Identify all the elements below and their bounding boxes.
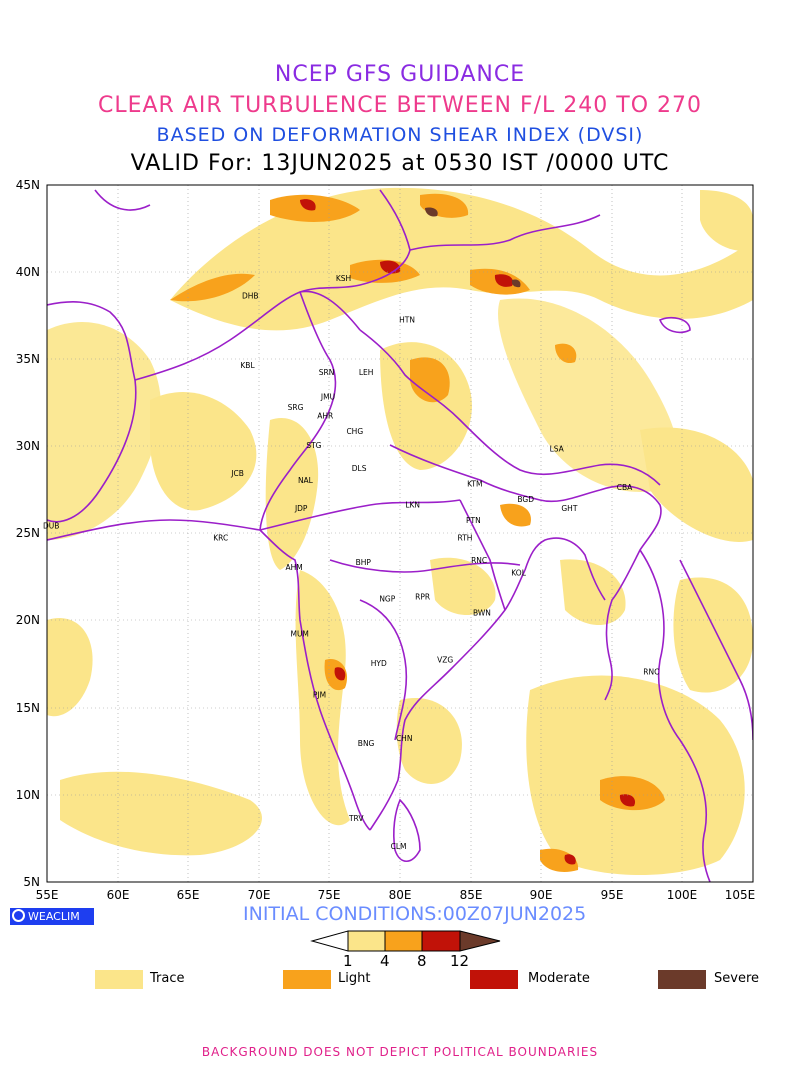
station-label-ptn: PTN [466, 516, 481, 525]
lon-label-80e: 80E [389, 888, 412, 902]
weaclim-logo: WEACLIM [10, 908, 94, 925]
lon-label-100e: 100E [667, 888, 698, 902]
colorbar-segment-moderate [421, 930, 461, 952]
latitude-labels: 45N 40N 35N 30N 25N 20N 15N 10N 5N [16, 178, 40, 889]
colorbar-segment-severe [459, 930, 501, 952]
station-label-ahm: AHM [285, 563, 302, 572]
lon-label-75e: 75E [318, 888, 341, 902]
station-label-ngp: NGP [379, 595, 395, 604]
station-label-kbl: KBL [240, 361, 255, 370]
title-valid-time: VALID For: 13JUN2025 at 0530 IST /0000 U… [130, 151, 670, 176]
lon-label-60e: 60E [107, 888, 130, 902]
station-label-rpr: RPR [415, 593, 430, 602]
station-label-srn: SRN [319, 368, 335, 377]
legend-swatch-moderate [470, 970, 518, 989]
station-label-lkn: LKN [405, 500, 420, 509]
lat-label-10n: 10N [16, 788, 40, 802]
station-label-hyd: HYD [371, 659, 387, 668]
station-label-leh: LEH [359, 368, 374, 377]
turbulence-shading [47, 187, 753, 875]
longitude-labels: 55E 60E 65E 70E 75E 80E 85E 90E 95E 100E… [36, 888, 756, 902]
legend-swatch-severe [658, 970, 706, 989]
legend-label-moderate: Moderate [528, 971, 590, 986]
station-label-htn: HTN [399, 316, 415, 325]
station-label-lsa: LSA [550, 445, 565, 454]
station-label-cba: CBA [617, 483, 633, 492]
station-label-clm: CLM [391, 842, 407, 851]
lat-label-35n: 35N [16, 352, 40, 366]
lon-label-95e: 95E [601, 888, 624, 902]
colorbar-segment-trace [347, 930, 386, 952]
lon-label-90e: 90E [530, 888, 553, 902]
station-label-bwn: BWN [473, 608, 491, 617]
station-label-rnc: RNC [471, 556, 487, 565]
legend-swatch-light [283, 970, 331, 989]
station-label-jcb: JCB [230, 469, 244, 478]
lat-label-40n: 40N [16, 265, 40, 279]
disclaimer: BACKGROUND DOES NOT DEPICT POLITICAL BOU… [201, 1045, 599, 1059]
station-label-bgd: BGD [517, 495, 534, 504]
lon-label-70e: 70E [248, 888, 271, 902]
lat-label-30n: 30N [16, 439, 40, 453]
station-label-jmu: JMU [320, 392, 335, 401]
station-label-dhb: DHB [242, 291, 259, 300]
lat-label-25n: 25N [16, 526, 40, 540]
station-label-ght: GHT [561, 504, 577, 513]
station-label-mum: MUM [290, 629, 308, 638]
legend-label-light: Light [338, 971, 371, 986]
lat-label-20n: 20N [16, 613, 40, 627]
station-label-dub: DUB [43, 521, 59, 530]
station-label-chg: CHG [346, 427, 363, 436]
colorbar-tick-1: 1 [343, 952, 353, 970]
station-label-dls: DLS [352, 464, 367, 473]
logo-circle-icon [12, 909, 25, 922]
station-label-srg: SRG [288, 403, 304, 412]
station-label-trv: TRV [348, 814, 364, 823]
colorbar-segment-light [384, 930, 423, 952]
colorbar-tick-12: 12 [450, 952, 470, 970]
boundary-lines [47, 189, 753, 882]
station-label-kol: KOL [511, 568, 526, 577]
title-product: CLEAR AIR TURBULENCE BETWEEN F/L 240 TO … [97, 93, 703, 118]
lon-label-55e: 55E [36, 888, 59, 902]
station-label-jdp: JDP [294, 504, 308, 513]
station-label-ktm: KTM [467, 480, 482, 489]
colorbar [310, 930, 501, 952]
title-model: NCEP GFS GUIDANCE [274, 62, 526, 87]
station-label-krc: KRC [213, 534, 228, 543]
logo-text: WEACLIM [28, 910, 80, 923]
lat-label-5n: 5N [23, 875, 40, 889]
lon-label-65e: 65E [177, 888, 200, 902]
station-label-ksh: KSH [336, 274, 351, 283]
legend-swatch-trace [95, 970, 143, 989]
station-label-stg: STG [306, 441, 321, 450]
station-label-bng: BNG [358, 739, 375, 748]
station-label-ahr: AHR [317, 412, 333, 421]
lon-label-85e: 85E [460, 888, 483, 902]
lon-label-105e: 105E [725, 888, 756, 902]
title-method: BASED ON DEFORMATION SHEAR INDEX (DVSI) [156, 124, 644, 146]
map-frame [46, 184, 754, 883]
lat-label-15n: 15N [16, 701, 40, 715]
station-label-bhp: BHP [356, 558, 372, 567]
legend-label-trace: Trace [150, 971, 185, 986]
colorbar-tick-4: 4 [380, 952, 390, 970]
station-label-chn: CHN [396, 734, 413, 743]
colorbar-tick-8: 8 [417, 952, 427, 970]
station-label-vzg: VZG [437, 655, 453, 664]
station-label-rnc: RNC [643, 668, 659, 677]
station-label-nal: NAL [298, 476, 314, 485]
colorbar-segment-below-1 [310, 930, 349, 952]
station-label-pjm: PJM [313, 690, 326, 699]
legend-label-severe: Severe [714, 971, 759, 986]
initial-conditions-label: INITIAL CONDITIONS:00Z07JUN2025 [243, 903, 587, 925]
station-labels: DHB KSH HTN KBL SRN LEH JMU SRG AHR CHG STG LSA DLS J… [43, 274, 659, 851]
lat-label-45n: 45N [16, 178, 40, 192]
station-label-rth: RTH [458, 534, 473, 543]
